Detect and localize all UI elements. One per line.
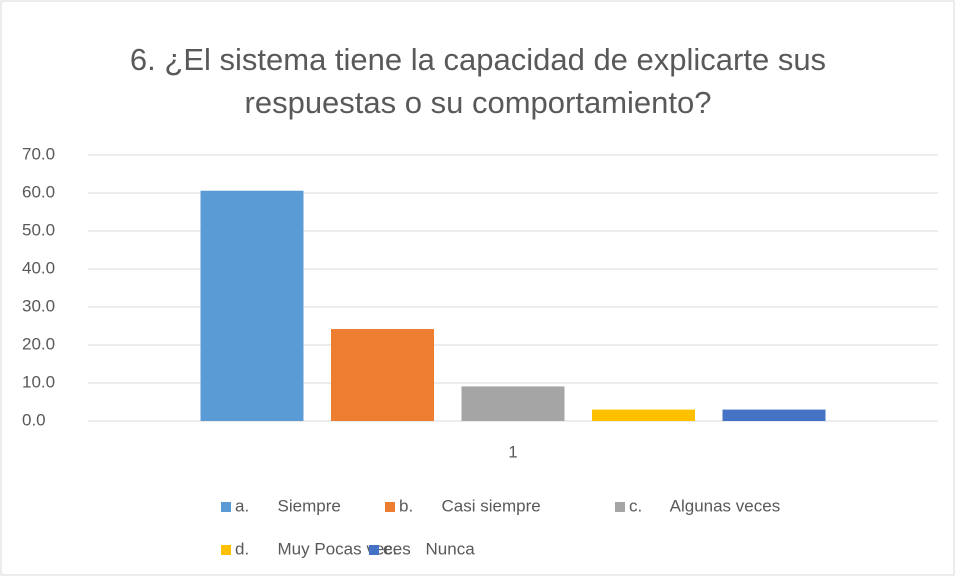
y-tick-label: 70.0 xyxy=(22,144,55,163)
bar xyxy=(592,409,695,421)
y-tick-label: 30.0 xyxy=(22,296,55,315)
bar xyxy=(722,409,826,421)
legend-swatch xyxy=(369,545,379,555)
y-tick-label: 40.0 xyxy=(22,258,55,277)
y-tick-label: 20.0 xyxy=(22,334,55,353)
legend-swatch xyxy=(385,502,395,512)
legend-swatch xyxy=(221,502,231,512)
legend-label: c. Algunas veces xyxy=(629,496,780,515)
y-tick-label: 10.0 xyxy=(22,372,55,391)
bar xyxy=(331,329,434,421)
y-tick-label: 0.0 xyxy=(22,410,46,429)
chart-title: 6. ¿El sistema tiene la capacidad de exp… xyxy=(129,42,827,120)
legend-label: a. Siempre xyxy=(235,496,341,515)
legend-swatch xyxy=(221,545,231,555)
bar xyxy=(200,190,304,421)
y-tick-label: 60.0 xyxy=(22,182,55,201)
legend-swatch xyxy=(615,502,625,512)
bar xyxy=(461,386,565,421)
legend-label: e. Nunca xyxy=(383,539,475,558)
legend-label: b. Casi siempre xyxy=(399,496,541,515)
y-tick-label: 50.0 xyxy=(22,220,55,239)
x-tick-label: 1 xyxy=(508,442,517,461)
legend-label: d. Muy Pocas veces xyxy=(235,539,411,558)
